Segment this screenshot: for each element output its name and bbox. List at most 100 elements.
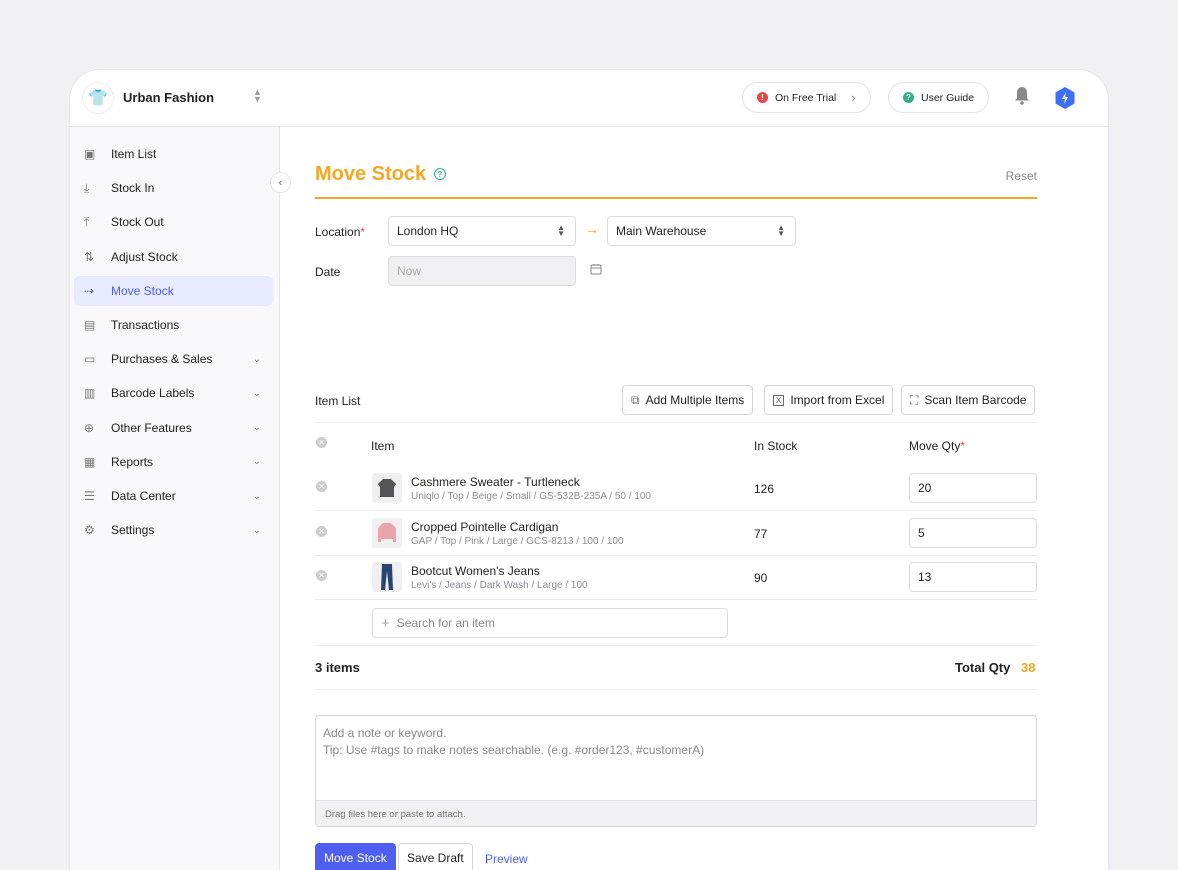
column-move-qty: Move Qty* xyxy=(909,439,966,453)
divider xyxy=(315,645,1037,646)
page-title: Move Stock xyxy=(315,163,427,185)
user-guide-button[interactable]: ? User Guide xyxy=(888,82,990,113)
app-window: 👕 Urban Fashion ▲ ▼ ! On Free Trial › ? U… xyxy=(70,70,1108,870)
scan-barcode-button[interactable]: ⛶ Scan Item Barcode xyxy=(901,385,1036,415)
attach-dropzone[interactable]: Drag files here or paste to attach. xyxy=(316,800,1036,826)
reset-button[interactable]: Reset xyxy=(1005,169,1037,183)
column-in-stock: In Stock xyxy=(754,439,798,453)
remove-item-icon[interactable]: ✕ xyxy=(316,570,327,581)
add-multiple-items-button[interactable]: ⧉ Add Multiple Items xyxy=(622,385,754,415)
save-draft-button[interactable]: Save Draft xyxy=(398,843,473,870)
excel-icon: X xyxy=(773,394,785,406)
chevron-right-icon: › xyxy=(851,90,856,105)
note-placeholder: Add a note or keyword. xyxy=(323,726,447,740)
database-icon: ☰ xyxy=(84,489,95,503)
help-icon[interactable]: ? xyxy=(434,168,446,180)
item-name[interactable]: Bootcut Women's Jeans xyxy=(411,564,540,578)
sidebar-item-move-stock[interactable]: ⇢ Move Stock xyxy=(74,275,273,306)
chevron-down-icon[interactable]: ⌄ xyxy=(252,490,261,502)
workspace-switcher-icon[interactable]: ▲ ▼ xyxy=(253,87,262,104)
to-location-select[interactable]: Main Warehouse ▲ ▼ xyxy=(607,216,796,246)
item-search-input[interactable]: + Search for an item xyxy=(372,608,728,638)
chart-icon: ▦ xyxy=(84,454,96,469)
sidebar-item-label: Stock Out xyxy=(111,215,164,230)
chevron-down-icon[interactable]: ⌄ xyxy=(252,422,261,434)
sidebar-item-label: Other Features xyxy=(111,420,192,435)
add-multiple-icon: ⧉ xyxy=(631,392,640,407)
guide-label: User Guide xyxy=(921,91,975,104)
arrow-right-icon: → xyxy=(585,221,599,237)
sidebar-item-label: Move Stock xyxy=(111,283,174,298)
location-label: Location* xyxy=(315,225,366,239)
total-qty-value: 38 xyxy=(1021,660,1036,675)
transactions-icon: ▤ xyxy=(84,318,96,332)
item-thumbnail xyxy=(372,517,402,548)
calendar-icon[interactable] xyxy=(590,263,602,275)
move-qty-input[interactable]: 13 xyxy=(909,562,1037,592)
trial-label: On Free Trial xyxy=(775,91,837,104)
row-divider xyxy=(315,554,1037,556)
title-divider xyxy=(315,197,1037,199)
remove-item-icon[interactable]: ✕ xyxy=(316,525,327,537)
item-meta: Levi's / Jeans / Dark Wash / Large / 100 xyxy=(411,580,588,591)
item-count: 3 items xyxy=(315,660,360,675)
remove-item-icon[interactable]: ✕ xyxy=(316,481,327,492)
date-input[interactable]: Now xyxy=(388,256,576,286)
divider xyxy=(315,689,1037,690)
workspace-name[interactable]: Urban Fashion xyxy=(123,90,215,105)
sidebar-item-stock-out[interactable]: ⤒ Stock Out xyxy=(74,207,273,237)
bell-icon[interactable] xyxy=(1014,86,1030,105)
arrow-up-icon: ⤒ xyxy=(84,214,90,229)
arrow-right-icon: ⇢ xyxy=(84,283,95,298)
sidebar-item-purchases-sales[interactable]: ▭ Purchases & Sales ⌄ xyxy=(74,344,273,374)
sidebar-item-other-features[interactable]: ⊕ Other Features ⌄ xyxy=(74,413,273,443)
collapse-sidebar-button[interactable]: ‹ xyxy=(270,172,291,193)
box-icon: ▣ xyxy=(84,147,96,161)
sidebar-item-label: Adjust Stock xyxy=(111,249,178,264)
sidebar-item-stock-in[interactable]: ⤓ Stock In xyxy=(74,173,273,203)
sidebar-item-barcode-labels[interactable]: ▥ Barcode Labels ⌄ xyxy=(74,378,273,408)
profile-avatar-icon[interactable] xyxy=(1054,86,1076,110)
sidebar-item-item-list[interactable]: ▣ Item List xyxy=(74,139,273,169)
clear-all-icon[interactable]: ✕ xyxy=(316,437,327,448)
gear-icon: ⚙ xyxy=(84,523,95,538)
item-thumbnail xyxy=(372,473,402,503)
sidebar-item-settings[interactable]: ⚙ Settings ⌄ xyxy=(74,515,273,545)
sidebar-item-transactions[interactable]: ▤ Transactions xyxy=(74,310,273,340)
chevron-down-icon[interactable]: ⌄ xyxy=(252,387,261,399)
note-textarea[interactable]: Add a note or keyword. Tip: Use #tags to … xyxy=(315,715,1037,827)
chevron-down-icon[interactable]: ⌄ xyxy=(252,353,261,365)
sidebar-item-label: Barcode Labels xyxy=(111,386,195,401)
in-stock-value: 90 xyxy=(754,571,768,585)
date-label: Date xyxy=(315,265,341,279)
item-thumbnail xyxy=(372,562,402,592)
chevron-down-icon[interactable]: ⌄ xyxy=(252,456,261,468)
alert-icon: ! xyxy=(757,92,768,103)
item-name[interactable]: Cashmere Sweater - Turtleneck xyxy=(411,475,580,489)
chevron-down-icon[interactable]: ⌄ xyxy=(252,524,261,536)
preview-link[interactable]: Preview xyxy=(485,852,528,866)
in-stock-value: 126 xyxy=(754,482,775,496)
move-stock-button[interactable]: Move Stock xyxy=(315,843,396,870)
sidebar-item-adjust-stock[interactable]: ⇅ Adjust Stock xyxy=(74,242,273,272)
brand-logo: 👕 xyxy=(82,82,114,114)
select-arrows-icon: ▲ ▼ xyxy=(777,223,785,238)
sidebar-item-label: Settings xyxy=(111,523,155,538)
column-item: Item xyxy=(371,439,395,453)
plus-circle-icon: ⊕ xyxy=(84,420,95,435)
move-qty-input[interactable]: 20 xyxy=(909,473,1037,503)
item-name[interactable]: Cropped Pointelle Cardigan xyxy=(411,519,559,534)
sidebar-item-label: Stock In xyxy=(111,181,155,196)
sidebar: ▣ Item List ⤓ Stock In ⤒ Stock Out ⇅ Adjust Sto… xyxy=(70,127,280,870)
free-trial-button[interactable]: ! On Free Trial › xyxy=(742,82,871,113)
sidebar-item-reports[interactable]: ▦ Reports ⌄ xyxy=(74,447,273,477)
sidebar-item-data-center[interactable]: ☰ Data Center ⌄ xyxy=(74,481,273,511)
sidebar-item-label: Item List xyxy=(111,147,157,161)
note-tip: Tip: Use #tags to make notes searchable.… xyxy=(323,743,705,757)
in-stock-value: 77 xyxy=(754,526,768,541)
sidebar-item-label: Reports xyxy=(111,454,154,469)
row-divider xyxy=(315,599,1037,600)
from-location-select[interactable]: London HQ ▲ ▼ xyxy=(388,216,576,246)
import-excel-button[interactable]: X Import from Excel xyxy=(764,385,894,415)
move-qty-input[interactable]: 5 xyxy=(909,517,1037,548)
